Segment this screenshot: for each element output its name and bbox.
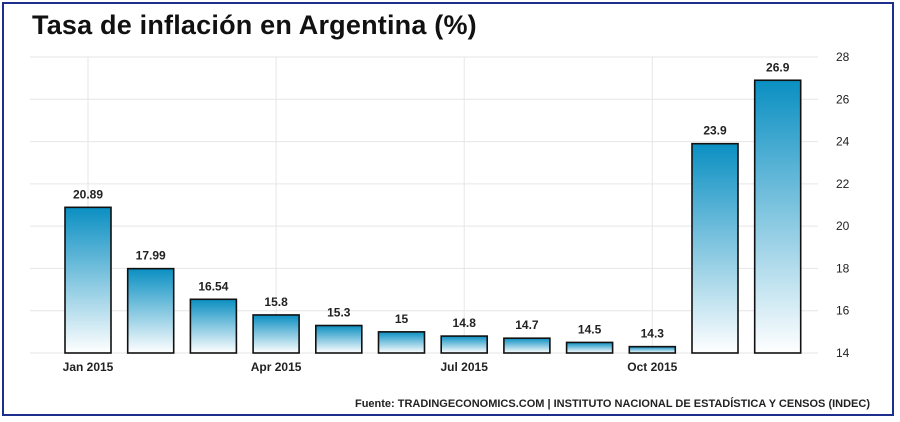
source-note: Fuente: TRADINGECONOMICS.COM | INSTITUTO…	[354, 398, 870, 410]
bar	[565, 341, 614, 354]
bar	[252, 314, 300, 354]
bar	[628, 345, 677, 354]
bar-value-label: 15.3	[327, 306, 351, 320]
y-tick-label: 24	[836, 135, 850, 149]
bar	[189, 298, 238, 354]
x-tick-label: Jul 2015	[441, 360, 489, 374]
bar-value-label: 14.8	[453, 316, 477, 330]
bar-value-label: 20.89	[73, 187, 103, 201]
bar-value-label: 17.99	[136, 249, 166, 263]
bar	[503, 337, 551, 354]
y-tick-label: 28	[836, 50, 850, 64]
chart-title: Tasa de inflación en Argentina (%)	[32, 10, 477, 40]
bar-value-label: 23.9	[703, 124, 727, 138]
y-tick-label: 14	[836, 346, 850, 360]
bar-value-label: 14.7	[515, 318, 539, 332]
bar-value-label: 26.9	[766, 60, 790, 74]
bar-value-label: 15.8	[264, 295, 288, 309]
y-tick-label: 22	[836, 177, 850, 191]
bar	[440, 335, 489, 354]
bar	[753, 79, 802, 354]
y-tick-label: 18	[836, 261, 850, 275]
bar	[377, 331, 426, 354]
y-tick-label: 20	[836, 219, 850, 233]
y-tick-label: 26	[836, 92, 850, 106]
bar	[126, 267, 175, 354]
bar	[64, 206, 112, 354]
bar-value-label: 14.3	[641, 327, 665, 341]
bar	[691, 142, 739, 354]
x-tick-label: Jan 2015	[63, 360, 114, 374]
y-tick-label: 16	[836, 304, 850, 318]
x-tick-label: Oct 2015	[627, 360, 677, 374]
bar	[314, 324, 363, 354]
bar-value-label: 14.5	[578, 322, 602, 336]
bar-value-label: 15	[395, 312, 409, 326]
x-tick-label: Apr 2015	[251, 360, 302, 374]
bar-value-label: 16.54	[198, 279, 228, 293]
